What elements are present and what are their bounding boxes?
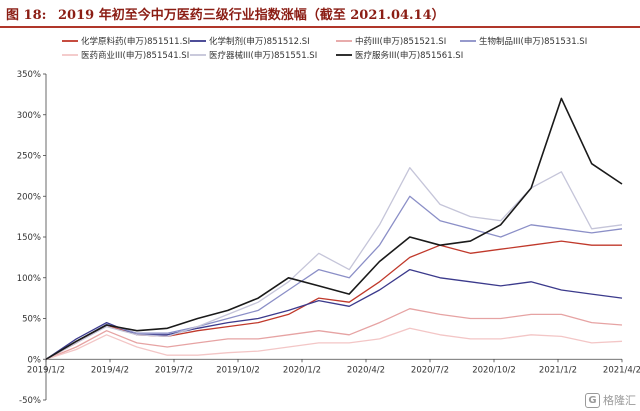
legend-entry: 医疗服务III(申万)851561.SI (355, 50, 463, 61)
legend-entry: 生物制品III(申万)851531.SI (479, 36, 587, 47)
series-line (45, 195, 623, 360)
y-tick-label: 150% (17, 233, 41, 243)
x-tick-label: 2019/7/2 (155, 365, 193, 375)
legend-entry: 医疗器械III(申万)851551.SI (209, 50, 317, 61)
g-logo-icon: G (585, 392, 600, 408)
chart-title: 2019 年初至今中万医药三级行业指数涨幅（截至 2021.04.14） (58, 8, 445, 23)
y-tick-label: 50% (22, 315, 41, 325)
y-tick-label: 100% (17, 274, 41, 284)
y-tick-label: 350% (17, 70, 41, 80)
watermark-text: 格隆汇 (603, 394, 636, 407)
series-line (45, 308, 623, 360)
x-tick-label: 2020/1/2 (283, 365, 321, 375)
x-tick-label: 2021/4/2 (603, 365, 640, 375)
figure-header: 图 18: 2019 年初至今中万医药三级行业指数涨幅（截至 2021.04.1… (0, 0, 640, 28)
series-line (45, 327, 623, 360)
x-tick-label: 2019/1/2 (27, 365, 65, 375)
x-tick-label: 2021/1/2 (539, 365, 577, 375)
x-tick-label: 2019/10/2 (216, 365, 260, 375)
x-tick-label: 2020/4/2 (347, 365, 385, 375)
x-tick-label: 2020/7/2 (411, 365, 449, 375)
watermark: G 格隆汇 (585, 392, 636, 408)
x-tick-label: 2019/4/2 (91, 365, 129, 375)
legend-entry: 中药III(申万)851521.SI (355, 36, 446, 47)
x-tick-label: 2020/10/2 (472, 365, 516, 375)
y-tick-label: 250% (17, 152, 41, 162)
legend-entry: 化学制剂(申万)851512.SI (209, 36, 310, 47)
y-tick-label: 300% (17, 111, 41, 121)
legend-entry: 化学原料药(申万)851511.SI (81, 36, 190, 47)
legend-entry: 医药商业III(申万)851541.SI (81, 50, 189, 61)
y-tick-label: 0% (28, 355, 42, 365)
y-tick-label: -50% (19, 396, 41, 406)
series-line (45, 97, 623, 360)
figure-label: 图 18: (6, 8, 47, 23)
y-tick-label: 200% (17, 192, 41, 202)
